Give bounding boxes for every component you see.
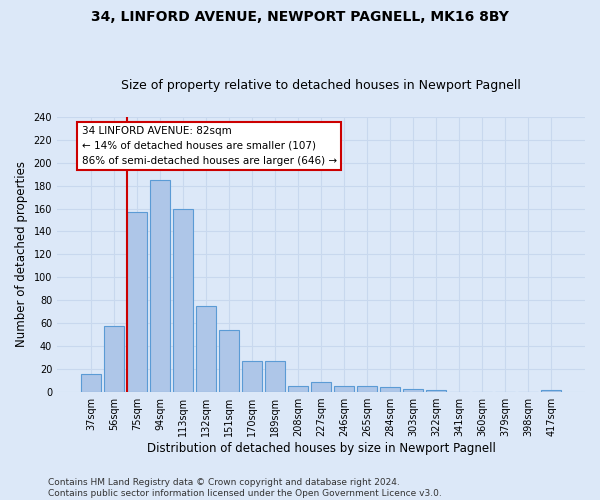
Bar [357,386,377,392]
Y-axis label: Number of detached properties: Number of detached properties [15,162,28,348]
Bar [288,386,308,392]
Bar [380,388,400,392]
Bar [150,180,170,392]
Title: Size of property relative to detached houses in Newport Pagnell: Size of property relative to detached ho… [121,79,521,92]
Bar [104,326,124,392]
Bar [265,361,285,392]
Bar [403,388,423,392]
Text: Contains HM Land Registry data © Crown copyright and database right 2024.
Contai: Contains HM Land Registry data © Crown c… [48,478,442,498]
Bar [173,208,193,392]
Bar [219,330,239,392]
Bar [127,212,146,392]
Bar [427,390,446,392]
Bar [81,374,101,392]
Bar [196,306,216,392]
Bar [334,386,354,392]
Text: 34, LINFORD AVENUE, NEWPORT PAGNELL, MK16 8BY: 34, LINFORD AVENUE, NEWPORT PAGNELL, MK1… [91,10,509,24]
Bar [311,382,331,392]
Text: 34 LINFORD AVENUE: 82sqm
← 14% of detached houses are smaller (107)
86% of semi-: 34 LINFORD AVENUE: 82sqm ← 14% of detach… [82,126,337,166]
Bar [242,361,262,392]
X-axis label: Distribution of detached houses by size in Newport Pagnell: Distribution of detached houses by size … [146,442,496,455]
Bar [541,390,561,392]
